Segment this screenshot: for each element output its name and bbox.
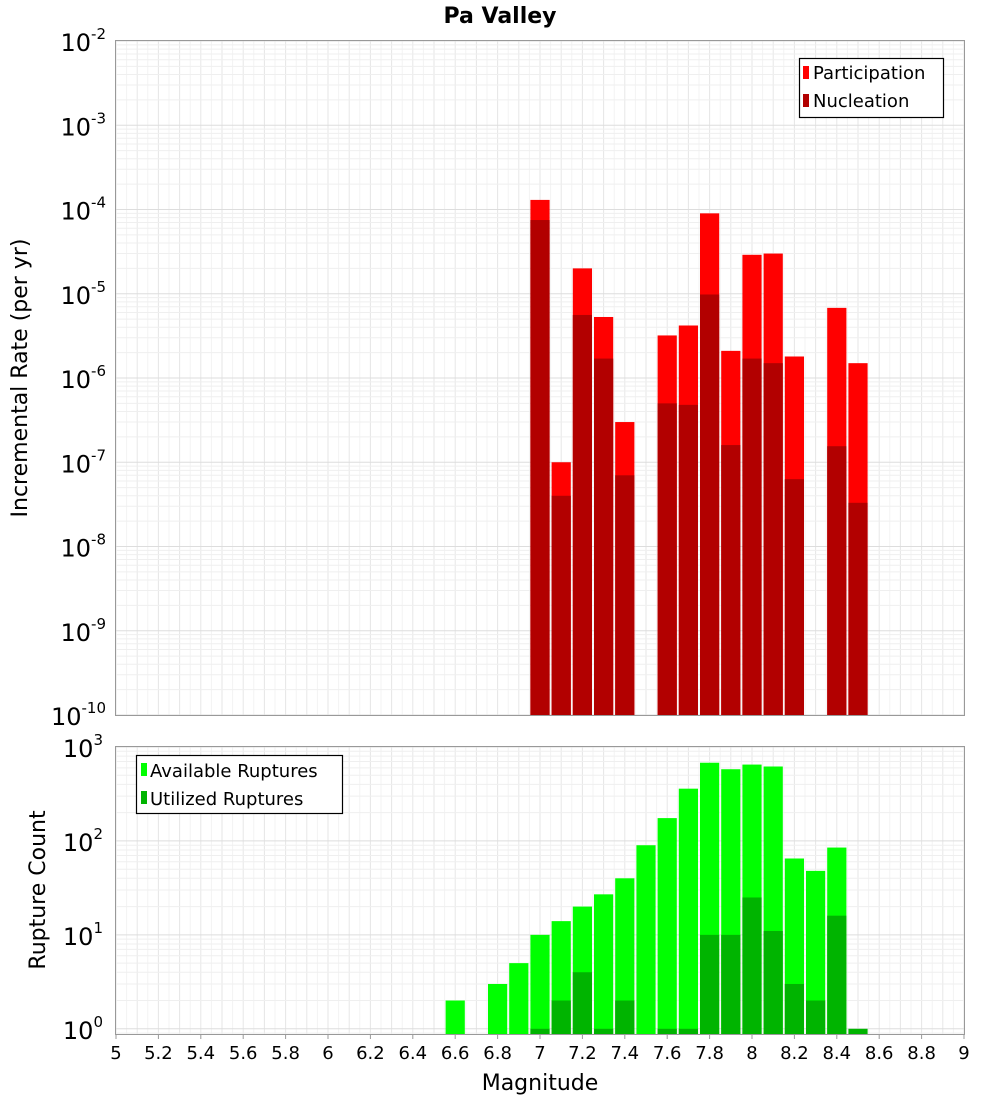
bar-nucleation bbox=[551, 495, 571, 715]
bar-nucleation bbox=[784, 479, 804, 715]
bar-available-ruptures bbox=[488, 983, 508, 1034]
bar-nucleation bbox=[678, 404, 698, 715]
x-tick-label: 8.6 bbox=[865, 1043, 894, 1064]
x-tick-label: 6.6 bbox=[441, 1043, 470, 1064]
x-tick-label: 6.4 bbox=[398, 1043, 427, 1064]
bottom-y-axis-label: Rupture Count bbox=[26, 810, 51, 970]
y-tick-label: 101 bbox=[63, 919, 103, 951]
x-tick-label: 8 bbox=[746, 1043, 757, 1064]
x-tick-label: 5.2 bbox=[144, 1043, 173, 1064]
y-tick-label: 10-6 bbox=[60, 362, 106, 394]
x-tick-label: 5 bbox=[110, 1043, 121, 1064]
bar-nucleation bbox=[530, 220, 550, 715]
x-tick-label: 8.8 bbox=[907, 1043, 936, 1064]
x-tick-label: 7.2 bbox=[568, 1043, 597, 1064]
y-tick-label: 100 bbox=[63, 1013, 103, 1045]
bar-utilized-ruptures bbox=[678, 1028, 698, 1034]
bar-available-ruptures bbox=[615, 878, 635, 1034]
top-y-ticks: 10-2 10-3 10-4 10-5 10-6 10-7 10-8 10-9 10-10 bbox=[51, 25, 106, 731]
bottom-legend: Available Ruptures Utilized Ruptures bbox=[135, 754, 344, 815]
bar-nucleation bbox=[848, 502, 868, 715]
top-legend-box bbox=[798, 57, 945, 119]
bar-utilized-ruptures bbox=[551, 1000, 571, 1034]
bar-nucleation bbox=[827, 446, 847, 715]
bar-utilized-ruptures bbox=[848, 1028, 868, 1034]
x-ticks: 5 5.2 5.4 5.6 5.8 6 6.2 6.4 6.6 6.8 7 7.2 7.4 7.6 7.8 8… bbox=[110, 1034, 970, 1064]
bar-available-ruptures bbox=[594, 894, 614, 1034]
bar-utilized-ruptures bbox=[594, 1028, 614, 1034]
bar-nucleation bbox=[700, 294, 720, 715]
y-tick-label: 10-9 bbox=[60, 615, 106, 647]
top-plot-frame bbox=[115, 40, 965, 716]
y-tick-label: 102 bbox=[63, 825, 103, 857]
bar-utilized-ruptures bbox=[721, 934, 741, 1034]
bar-utilized-ruptures bbox=[615, 1000, 635, 1034]
x-tick-label: 8.2 bbox=[780, 1043, 809, 1064]
bar-available-ruptures bbox=[636, 845, 656, 1034]
legend-swatch-utilized bbox=[141, 791, 147, 804]
bar-nucleation bbox=[763, 363, 783, 715]
x-tick-label: 7.6 bbox=[653, 1043, 682, 1064]
y-tick-label: 10-8 bbox=[60, 531, 106, 563]
bar-utilized-ruptures bbox=[572, 972, 592, 1034]
legend-swatch-participation bbox=[803, 66, 809, 79]
bar-utilized-ruptures bbox=[530, 1028, 550, 1034]
x-tick-label: 5.4 bbox=[186, 1043, 215, 1064]
x-axis-label: Magnitude bbox=[482, 1071, 599, 1096]
y-tick-label: 10-4 bbox=[60, 194, 106, 226]
x-tick-label: 9 bbox=[958, 1043, 969, 1064]
bar-available-ruptures bbox=[657, 818, 677, 1034]
bar-utilized-ruptures bbox=[784, 983, 804, 1034]
bar-nucleation bbox=[572, 314, 592, 715]
y-tick-label: 10-10 bbox=[51, 699, 106, 731]
legend-swatch-nucleation bbox=[803, 94, 809, 107]
bar-utilized-ruptures bbox=[700, 934, 720, 1034]
y-tick-label: 10-3 bbox=[60, 109, 106, 141]
bar-nucleation bbox=[742, 358, 762, 715]
x-tick-label: 8.4 bbox=[822, 1043, 851, 1064]
bar-utilized-ruptures bbox=[657, 1028, 677, 1034]
legend-label-participation: Participation bbox=[813, 63, 925, 84]
top-legend: Participation Nucleation bbox=[798, 57, 945, 119]
bar-utilized-ruptures bbox=[763, 930, 783, 1034]
bar-utilized-ruptures bbox=[742, 897, 762, 1034]
bar-available-ruptures bbox=[509, 963, 529, 1034]
legend-label-nucleation: Nucleation bbox=[813, 91, 909, 112]
bottom-y-ticks: 103 102 101 100 bbox=[63, 731, 103, 1045]
x-tick-label: 5.6 bbox=[229, 1043, 258, 1064]
legend-label-available: Available Ruptures bbox=[150, 761, 318, 782]
chart-title: Pa Valley bbox=[443, 4, 556, 29]
x-tick-label: 7.8 bbox=[695, 1043, 724, 1064]
y-tick-label: 10-2 bbox=[60, 25, 106, 57]
bar-nucleation bbox=[615, 475, 635, 715]
x-tick-label: 5.8 bbox=[271, 1043, 300, 1064]
x-tick-label: 6.8 bbox=[483, 1043, 512, 1064]
y-tick-label: 10-7 bbox=[60, 446, 106, 478]
bar-available-ruptures bbox=[678, 788, 698, 1034]
bar-available-ruptures bbox=[530, 934, 550, 1034]
bar-nucleation bbox=[721, 445, 741, 715]
bar-available-ruptures bbox=[445, 1000, 465, 1034]
top-y-axis-label: Incremental Rate (per yr) bbox=[8, 239, 33, 518]
x-tick-label: 7.4 bbox=[610, 1043, 639, 1064]
x-tick-label: 6.2 bbox=[356, 1043, 385, 1064]
bar-utilized-ruptures bbox=[827, 915, 847, 1034]
bar-nucleation bbox=[594, 358, 614, 715]
y-tick-label: 103 bbox=[63, 731, 103, 763]
y-tick-label: 10-5 bbox=[60, 278, 106, 310]
top-bars bbox=[530, 199, 868, 715]
bottom-bars bbox=[445, 762, 868, 1034]
legend-label-utilized: Utilized Ruptures bbox=[150, 789, 303, 810]
legend-swatch-available bbox=[141, 763, 147, 776]
x-tick-label: 7 bbox=[534, 1043, 545, 1064]
bar-available-ruptures bbox=[806, 870, 826, 1034]
bottom-legend-box bbox=[135, 754, 344, 815]
x-tick-label: 6 bbox=[322, 1043, 333, 1064]
bar-utilized-ruptures bbox=[806, 1000, 826, 1034]
bar-nucleation bbox=[657, 403, 677, 715]
